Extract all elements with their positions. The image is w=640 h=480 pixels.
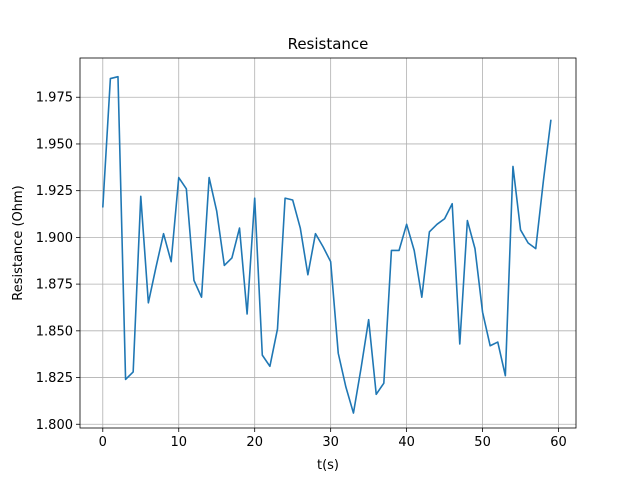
y-tick-label: 1.850 xyxy=(36,324,73,339)
y-tick-label: 1.925 xyxy=(36,184,73,199)
y-tick-label: 1.900 xyxy=(36,231,73,246)
x-axis-label: t(s) xyxy=(317,458,339,473)
x-tick-label: 10 xyxy=(170,435,187,450)
plot-frame xyxy=(79,57,577,429)
grid xyxy=(80,58,576,428)
y-tick-label: 1.825 xyxy=(36,371,73,386)
y-axis-ticks: 1.800 1.825 1.850 1.875 1.900 1.925 1.950 1.975 xyxy=(36,91,80,433)
x-tick-label: 60 xyxy=(550,435,567,450)
x-tick-label: 0 xyxy=(99,435,107,450)
series-layer xyxy=(101,75,552,414)
y-tick-label: 1.800 xyxy=(36,418,73,433)
x-tick-label: 30 xyxy=(322,435,339,450)
x-axis-ticks: 0 10 20 30 40 50 60 xyxy=(99,428,567,450)
y-tick-label: 1.975 xyxy=(36,91,73,106)
x-tick-label: 20 xyxy=(246,435,263,450)
y-tick-label: 1.950 xyxy=(36,137,73,152)
chart-title: Resistance xyxy=(288,35,369,53)
x-tick-label: 50 xyxy=(474,435,491,450)
x-tick-label: 40 xyxy=(398,435,415,450)
y-tick-label: 1.875 xyxy=(36,278,73,293)
y-axis-label: Resistance (Ohm) xyxy=(11,185,26,300)
series-line xyxy=(101,75,552,414)
